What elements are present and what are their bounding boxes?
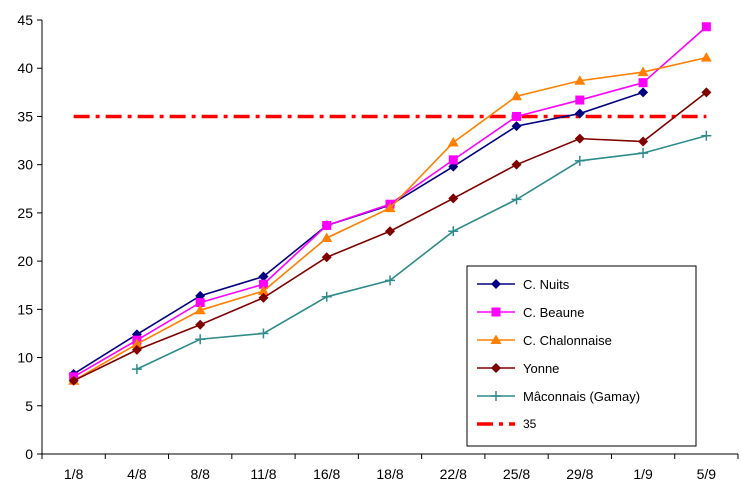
x-tick-label: 22/8	[440, 466, 467, 482]
x-tick-label: 16/8	[313, 466, 340, 482]
legend-box	[466, 265, 697, 447]
data-point	[385, 226, 395, 237]
data-point	[321, 291, 332, 302]
data-point	[448, 226, 459, 237]
data-point	[511, 90, 523, 101]
data-point	[131, 344, 142, 355]
data-point	[575, 95, 585, 105]
y-tick-label: 40	[17, 60, 33, 76]
data-point	[491, 363, 501, 373]
legend-label: C. Beaune	[523, 305, 584, 320]
y-tick-label: 20	[17, 253, 33, 269]
data-point	[448, 193, 459, 204]
data-point	[490, 334, 502, 344]
series-4	[131, 130, 712, 375]
series-2	[68, 52, 712, 385]
data-point	[574, 108, 585, 119]
axes: 0 5 10 15 20 25 30 35 40 45 1/8 4/8 8/8 11/8 16/8 18/8 2…	[17, 12, 739, 482]
legend-label: Mâconnais (Gamay)	[523, 389, 640, 404]
x-tick-label: 5/9	[697, 466, 717, 482]
y-tick-label: 10	[17, 350, 33, 366]
data-point	[195, 319, 206, 330]
data-point	[638, 87, 649, 98]
data-point	[574, 133, 585, 144]
data-point	[384, 202, 396, 213]
x-tick-label: 4/8	[127, 466, 147, 482]
data-point	[638, 78, 648, 88]
legend-label: C. Chalonnaise	[523, 333, 612, 348]
legend-label: C. Nuits	[523, 277, 570, 292]
data-point	[637, 66, 649, 77]
data-point	[447, 136, 459, 147]
data-point	[511, 121, 522, 132]
y-tick-label: 35	[17, 108, 33, 124]
data-point	[385, 275, 395, 286]
data-point	[701, 22, 711, 32]
data-point	[700, 52, 712, 62]
data-point	[258, 271, 269, 282]
data-point	[68, 375, 79, 386]
data-point	[701, 130, 712, 141]
data-point	[511, 194, 522, 205]
series-layer	[68, 22, 712, 386]
data-point	[195, 298, 205, 308]
data-point	[574, 75, 586, 85]
data-point	[258, 328, 269, 339]
y-tick-label: 15	[17, 301, 33, 317]
x-tick-label: 25/8	[503, 466, 530, 482]
x-tick-label: 11/8	[250, 466, 276, 482]
data-point	[321, 232, 333, 242]
data-point	[638, 148, 649, 159]
x-tick-label: 18/8	[376, 466, 403, 482]
data-point	[195, 334, 206, 345]
data-point	[512, 111, 522, 121]
y-tick-label: 25	[17, 205, 33, 221]
y-tick-label: 0	[25, 446, 33, 462]
series-3	[68, 87, 712, 386]
legend: C. Nuits C. Beaune C. Chalonnaise Yonne Mâco…	[466, 265, 697, 447]
data-point	[131, 364, 142, 375]
data-point	[322, 220, 332, 230]
x-tick-label: 1/8	[64, 466, 84, 482]
y-tick-label: 30	[17, 157, 33, 173]
data-point	[574, 155, 585, 166]
data-point	[491, 279, 501, 289]
data-point	[638, 136, 649, 147]
data-point	[448, 155, 458, 165]
x-tick-label: 1/9	[633, 466, 653, 482]
data-point	[511, 159, 522, 170]
data-point	[258, 292, 269, 303]
legend-label-reference: 35	[523, 417, 537, 431]
data-point	[194, 304, 206, 315]
x-tick-label: 8/8	[190, 466, 210, 482]
data-point	[131, 338, 143, 349]
y-tick-label: 5	[25, 398, 33, 414]
data-point	[321, 252, 332, 263]
data-point	[258, 279, 268, 289]
x-tick-label: 29/8	[566, 466, 593, 482]
data-point	[257, 285, 269, 296]
legend-label: Yonne	[523, 361, 559, 376]
series-line	[136, 134, 707, 370]
data-point	[701, 87, 712, 98]
y-tick-label: 45	[17, 12, 33, 28]
data-point	[491, 307, 501, 317]
data-point	[491, 391, 501, 401]
